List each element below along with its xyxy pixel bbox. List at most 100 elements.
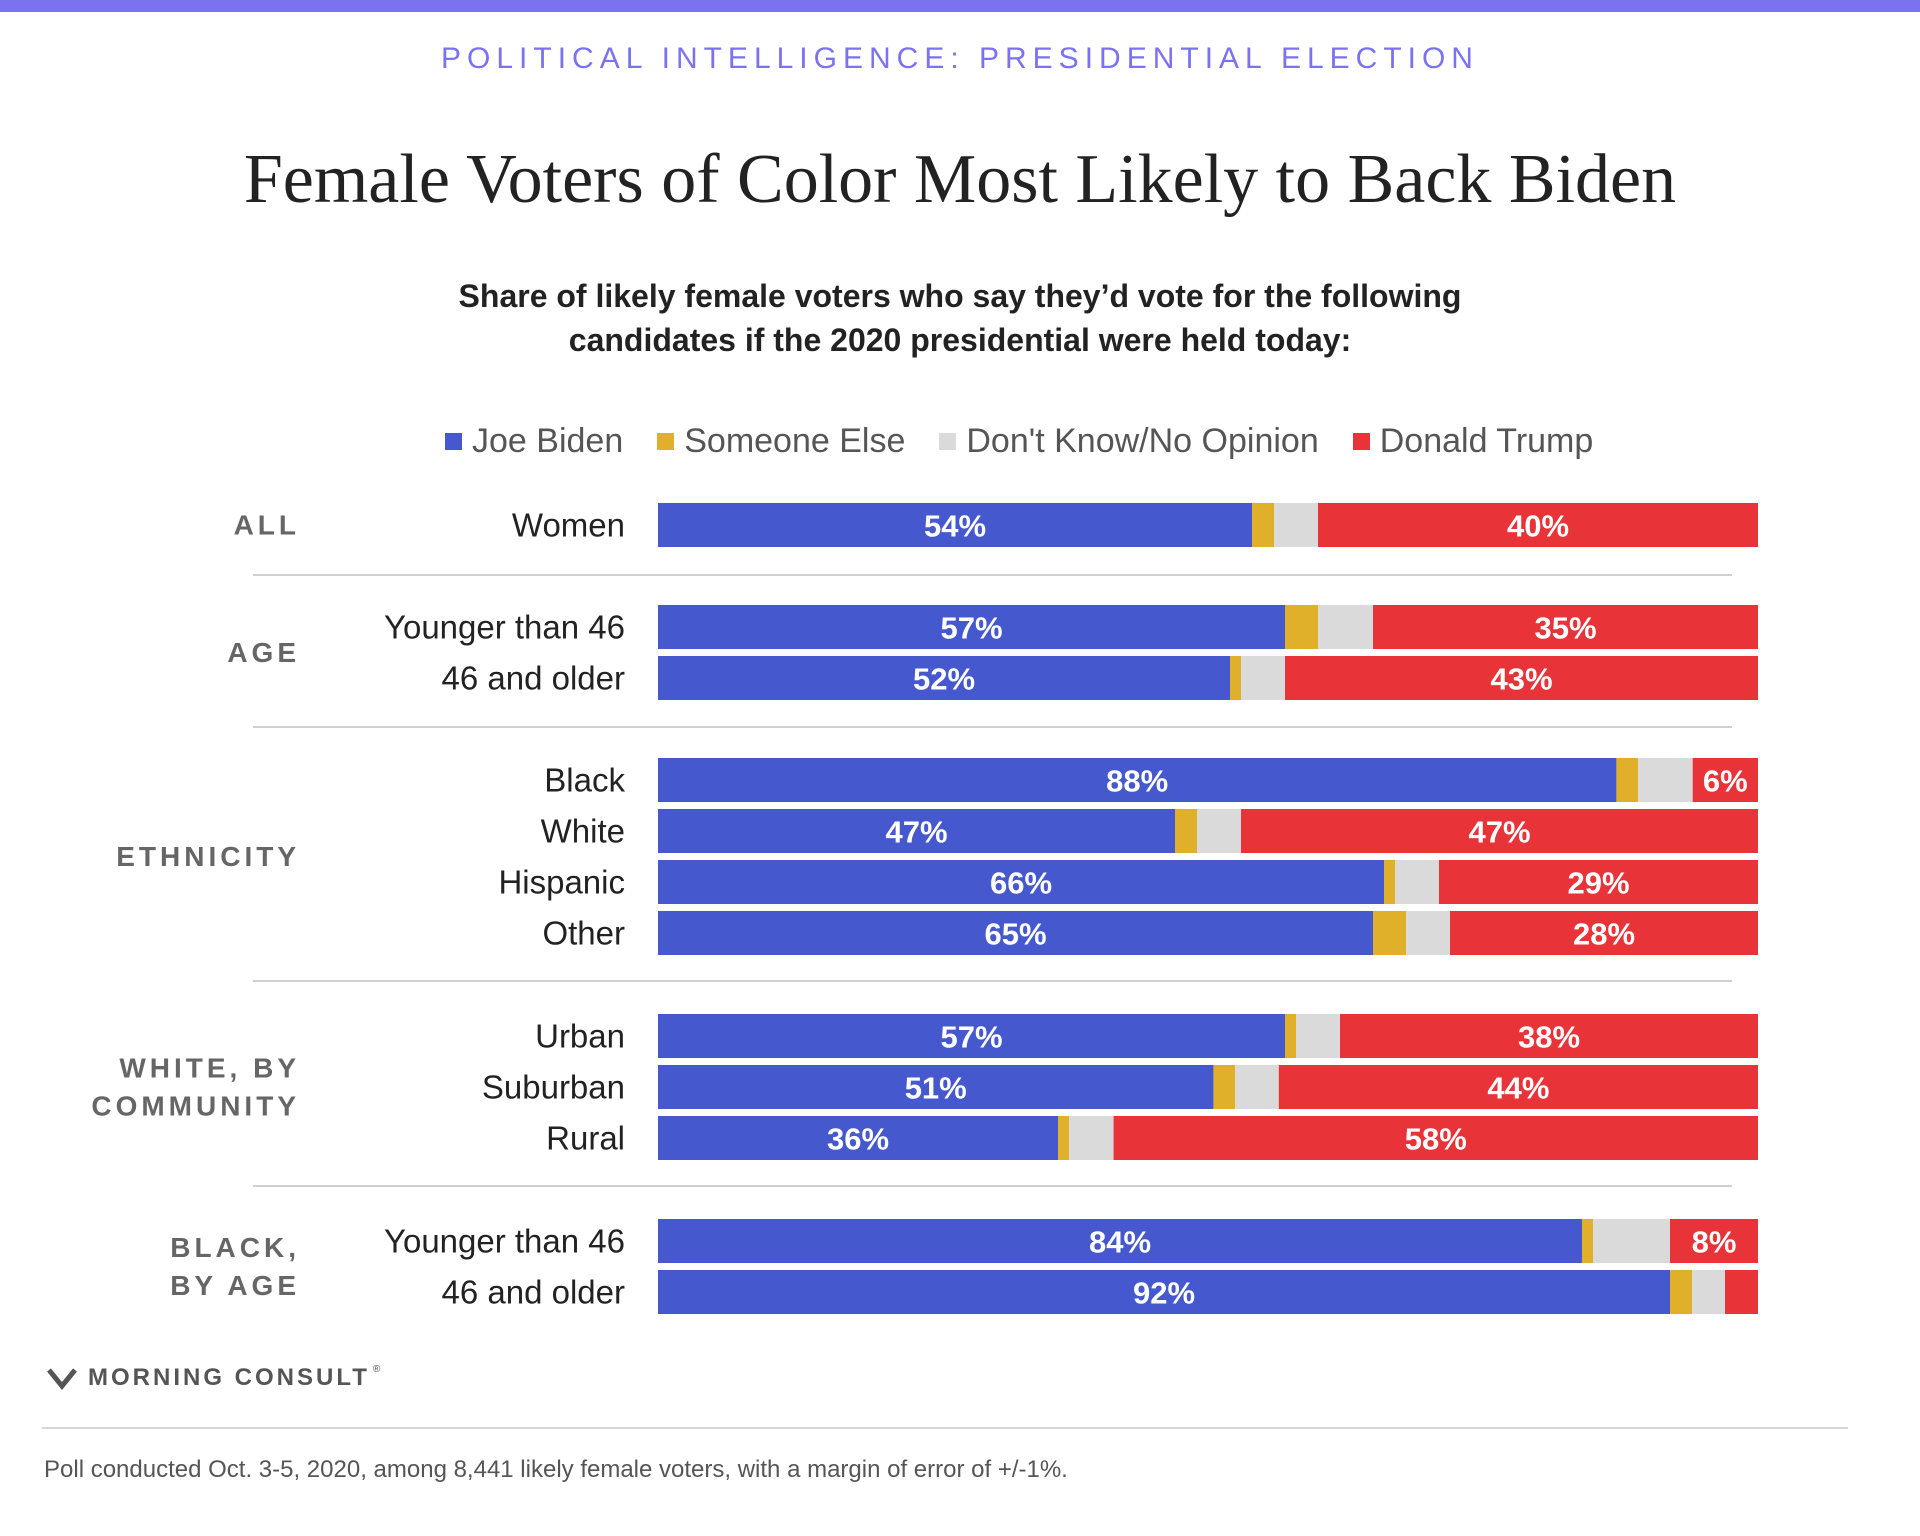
bar-segment <box>658 1270 1670 1314</box>
row-label: Women <box>512 507 625 544</box>
data-label: 84% <box>1089 1225 1151 1260</box>
bar-segment <box>1318 503 1758 547</box>
row-label: 46 and older <box>442 660 625 697</box>
data-label: 44% <box>1487 1071 1549 1106</box>
row-label: Younger than 46 <box>384 1223 625 1260</box>
bar-segment <box>1274 503 1318 547</box>
bar-segment <box>1395 860 1439 904</box>
bar-segment <box>658 656 1230 700</box>
data-label: 6% <box>1703 764 1748 799</box>
bar-segment <box>1213 1065 1236 1109</box>
row-label: Suburban <box>482 1069 625 1106</box>
footnote: Poll conducted Oct. 3-5, 2020, among 8,4… <box>44 1456 1068 1483</box>
data-label: 29% <box>1567 866 1629 901</box>
data-label: 88% <box>1106 764 1168 799</box>
bar-segment <box>1373 605 1758 649</box>
legend-label-trump: Donald Trump <box>1379 421 1594 460</box>
bar-segment <box>1725 1270 1758 1314</box>
bar-segment <box>658 758 1617 802</box>
legend-label-someone-else: Someone Else <box>684 421 906 460</box>
top-accent-bar <box>0 0 1920 12</box>
bar-segment <box>658 605 1285 649</box>
data-label: 54% <box>924 509 986 544</box>
bar-segment <box>1439 860 1758 904</box>
bar-segment <box>1278 1065 1758 1109</box>
group-label: ETHNICITY <box>116 841 300 872</box>
bar-segment <box>658 860 1384 904</box>
data-label: 92% <box>1133 1276 1195 1311</box>
legend-label-biden: Joe Biden <box>472 421 624 460</box>
bar-segment <box>1340 1014 1758 1058</box>
data-label: 51% <box>905 1071 967 1106</box>
subtitle-line-1: Share of likely female voters who say th… <box>458 278 1462 314</box>
group-label: AGE <box>227 637 300 668</box>
bar-segment <box>658 1219 1582 1263</box>
bar-segment <box>1670 1270 1692 1314</box>
data-label: 57% <box>940 1020 1002 1055</box>
chart-title: Female Voters of Color Most Likely to Ba… <box>243 141 1677 218</box>
group-label: COMMUNITY <box>91 1091 300 1122</box>
bar-segment <box>658 1116 1058 1160</box>
data-label: 38% <box>1518 1020 1580 1055</box>
data-label: 66% <box>990 866 1052 901</box>
legend-item-dont-know: Don't Know/No Opinion <box>939 421 1319 461</box>
bar-segment <box>1670 1219 1758 1263</box>
bar-segment <box>1058 1116 1070 1160</box>
data-label: 47% <box>1468 815 1530 850</box>
bar-segment <box>1384 860 1395 904</box>
data-label: 57% <box>940 611 1002 646</box>
subtitle-line-2: candidates if the 2020 presidential were… <box>568 322 1352 358</box>
group-label: BY AGE <box>170 1270 300 1301</box>
legend-swatch-biden <box>445 432 462 450</box>
bar-segment <box>658 809 1175 853</box>
row-label: Hispanic <box>498 864 625 901</box>
data-label: 47% <box>885 815 947 850</box>
data-label: 36% <box>827 1122 889 1157</box>
row-label: Black <box>544 762 625 799</box>
bar-segment <box>1241 809 1758 853</box>
legend-label-dont-know: Don't Know/No Opinion <box>966 421 1319 460</box>
bar-segment <box>658 1065 1214 1109</box>
bar-segment <box>1450 911 1758 955</box>
legend: Joe Biden Someone Else Don't Know/No Opi… <box>445 418 1593 464</box>
bar-segment <box>1069 1116 1114 1160</box>
row-label: Younger than 46 <box>384 609 625 646</box>
legend-item-someone-else: Someone Else <box>657 422 905 461</box>
legend-swatch-trump <box>1352 432 1370 450</box>
brand-trademark: ® <box>372 1364 381 1375</box>
data-label: 52% <box>913 662 975 697</box>
legend-item-trump: Donald Trump <box>1352 421 1594 461</box>
data-label: 8% <box>1692 1225 1737 1260</box>
row-label: White <box>541 813 625 850</box>
bar-segment <box>658 503 1252 547</box>
bar-segment <box>1692 758 1758 802</box>
bar-segment <box>1175 809 1197 853</box>
legend-swatch-dont-know <box>939 432 957 450</box>
bar-segment <box>1406 911 1450 955</box>
bar-segment <box>1230 656 1241 700</box>
bar-segment <box>1197 809 1241 853</box>
bar-segment <box>1252 503 1274 547</box>
bar-segment <box>658 1014 1285 1058</box>
bar-segment <box>1373 911 1406 955</box>
data-label: 35% <box>1534 611 1596 646</box>
data-label: 65% <box>984 917 1046 952</box>
bar-segment <box>1285 656 1758 700</box>
bar-segment <box>1616 758 1639 802</box>
bar-segment <box>1285 605 1318 649</box>
bar-segment <box>1692 1270 1725 1314</box>
bar-segment <box>658 911 1373 955</box>
kicker-label: POLITICAL INTELLIGENCE: PRESIDENTIAL ELE… <box>441 42 1479 75</box>
bar-segment <box>1113 1116 1758 1160</box>
legend-swatch-someone-else <box>657 432 675 450</box>
row-label: 46 and older <box>442 1274 625 1311</box>
brand-logo: MORNING CONSULT ® <box>46 1364 380 1392</box>
data-label: 58% <box>1405 1122 1467 1157</box>
group-label: ALL <box>234 510 300 541</box>
bar-segment <box>1582 1219 1593 1263</box>
brand-name: MORNING CONSULT <box>88 1364 370 1391</box>
bar-segment <box>1235 1065 1279 1109</box>
row-label: Rural <box>546 1120 625 1157</box>
chart-subtitle: Share of likely female voters who say th… <box>360 274 1560 362</box>
